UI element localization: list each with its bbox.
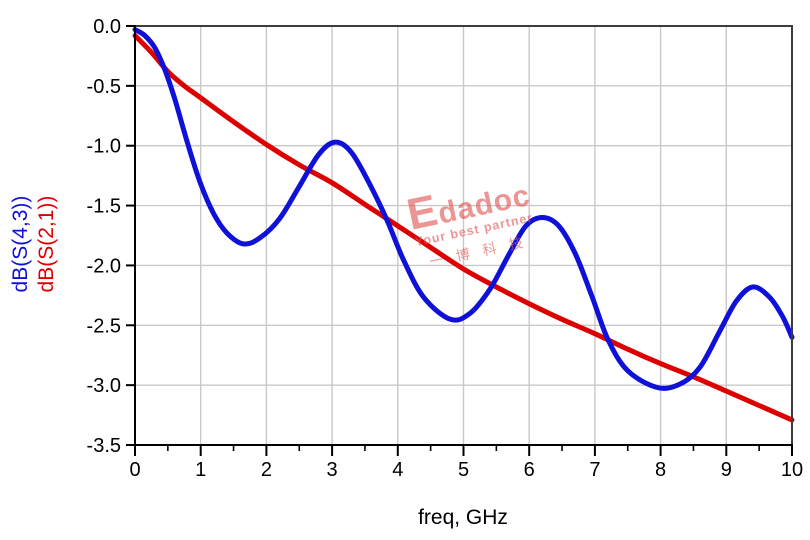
x-tick-label: 1: [195, 459, 206, 481]
y-tick-label: -0.5: [87, 76, 121, 98]
axis-ticks: [126, 25, 793, 456]
y-axis-title-s21: dB(S(2,1)): [35, 195, 58, 293]
gridlines: [135, 26, 792, 445]
x-tick-label: 10: [781, 459, 803, 481]
x-tick-label: 9: [721, 459, 732, 481]
y-tick-label: -2.5: [87, 315, 121, 337]
y-tick-label: 0.0: [93, 16, 121, 38]
y-axis-title-s43: dB(S(4,3)): [9, 195, 32, 293]
x-tick-label: 2: [261, 459, 272, 481]
y-tick-label: -3.0: [87, 375, 121, 397]
x-tick-label: 6: [524, 459, 535, 481]
x-tick-label: 5: [458, 459, 469, 481]
x-tick-label: 0: [129, 459, 140, 481]
y-tick-label: -1.5: [87, 196, 121, 218]
curves: [132, 27, 795, 423]
y-axis-title: dB(S(4,3)) dB(S(2,1)): [8, 186, 60, 302]
trace-dbs21[interactable]: [132, 33, 795, 423]
x-tick-label: 3: [327, 459, 338, 481]
y-tick-label: -2.0: [87, 255, 121, 277]
x-tick-labels: 0 1 2 3 4 5 6 7 8 9 10: [129, 459, 803, 481]
y-tick-label: -3.5: [87, 435, 121, 457]
x-tick-label: 8: [655, 459, 666, 481]
x-tick-label: 4: [392, 459, 403, 481]
trace-dbs43[interactable]: [132, 27, 795, 391]
y-tick-labels: 0.0 -0.5 -1.0 -1.5 -2.0 -2.5 -3.0 -3.5: [87, 16, 121, 457]
x-axis-title: freq, GHz: [418, 506, 508, 529]
y-tick-label: -1.0: [87, 136, 121, 158]
x-tick-label: 7: [589, 459, 600, 481]
